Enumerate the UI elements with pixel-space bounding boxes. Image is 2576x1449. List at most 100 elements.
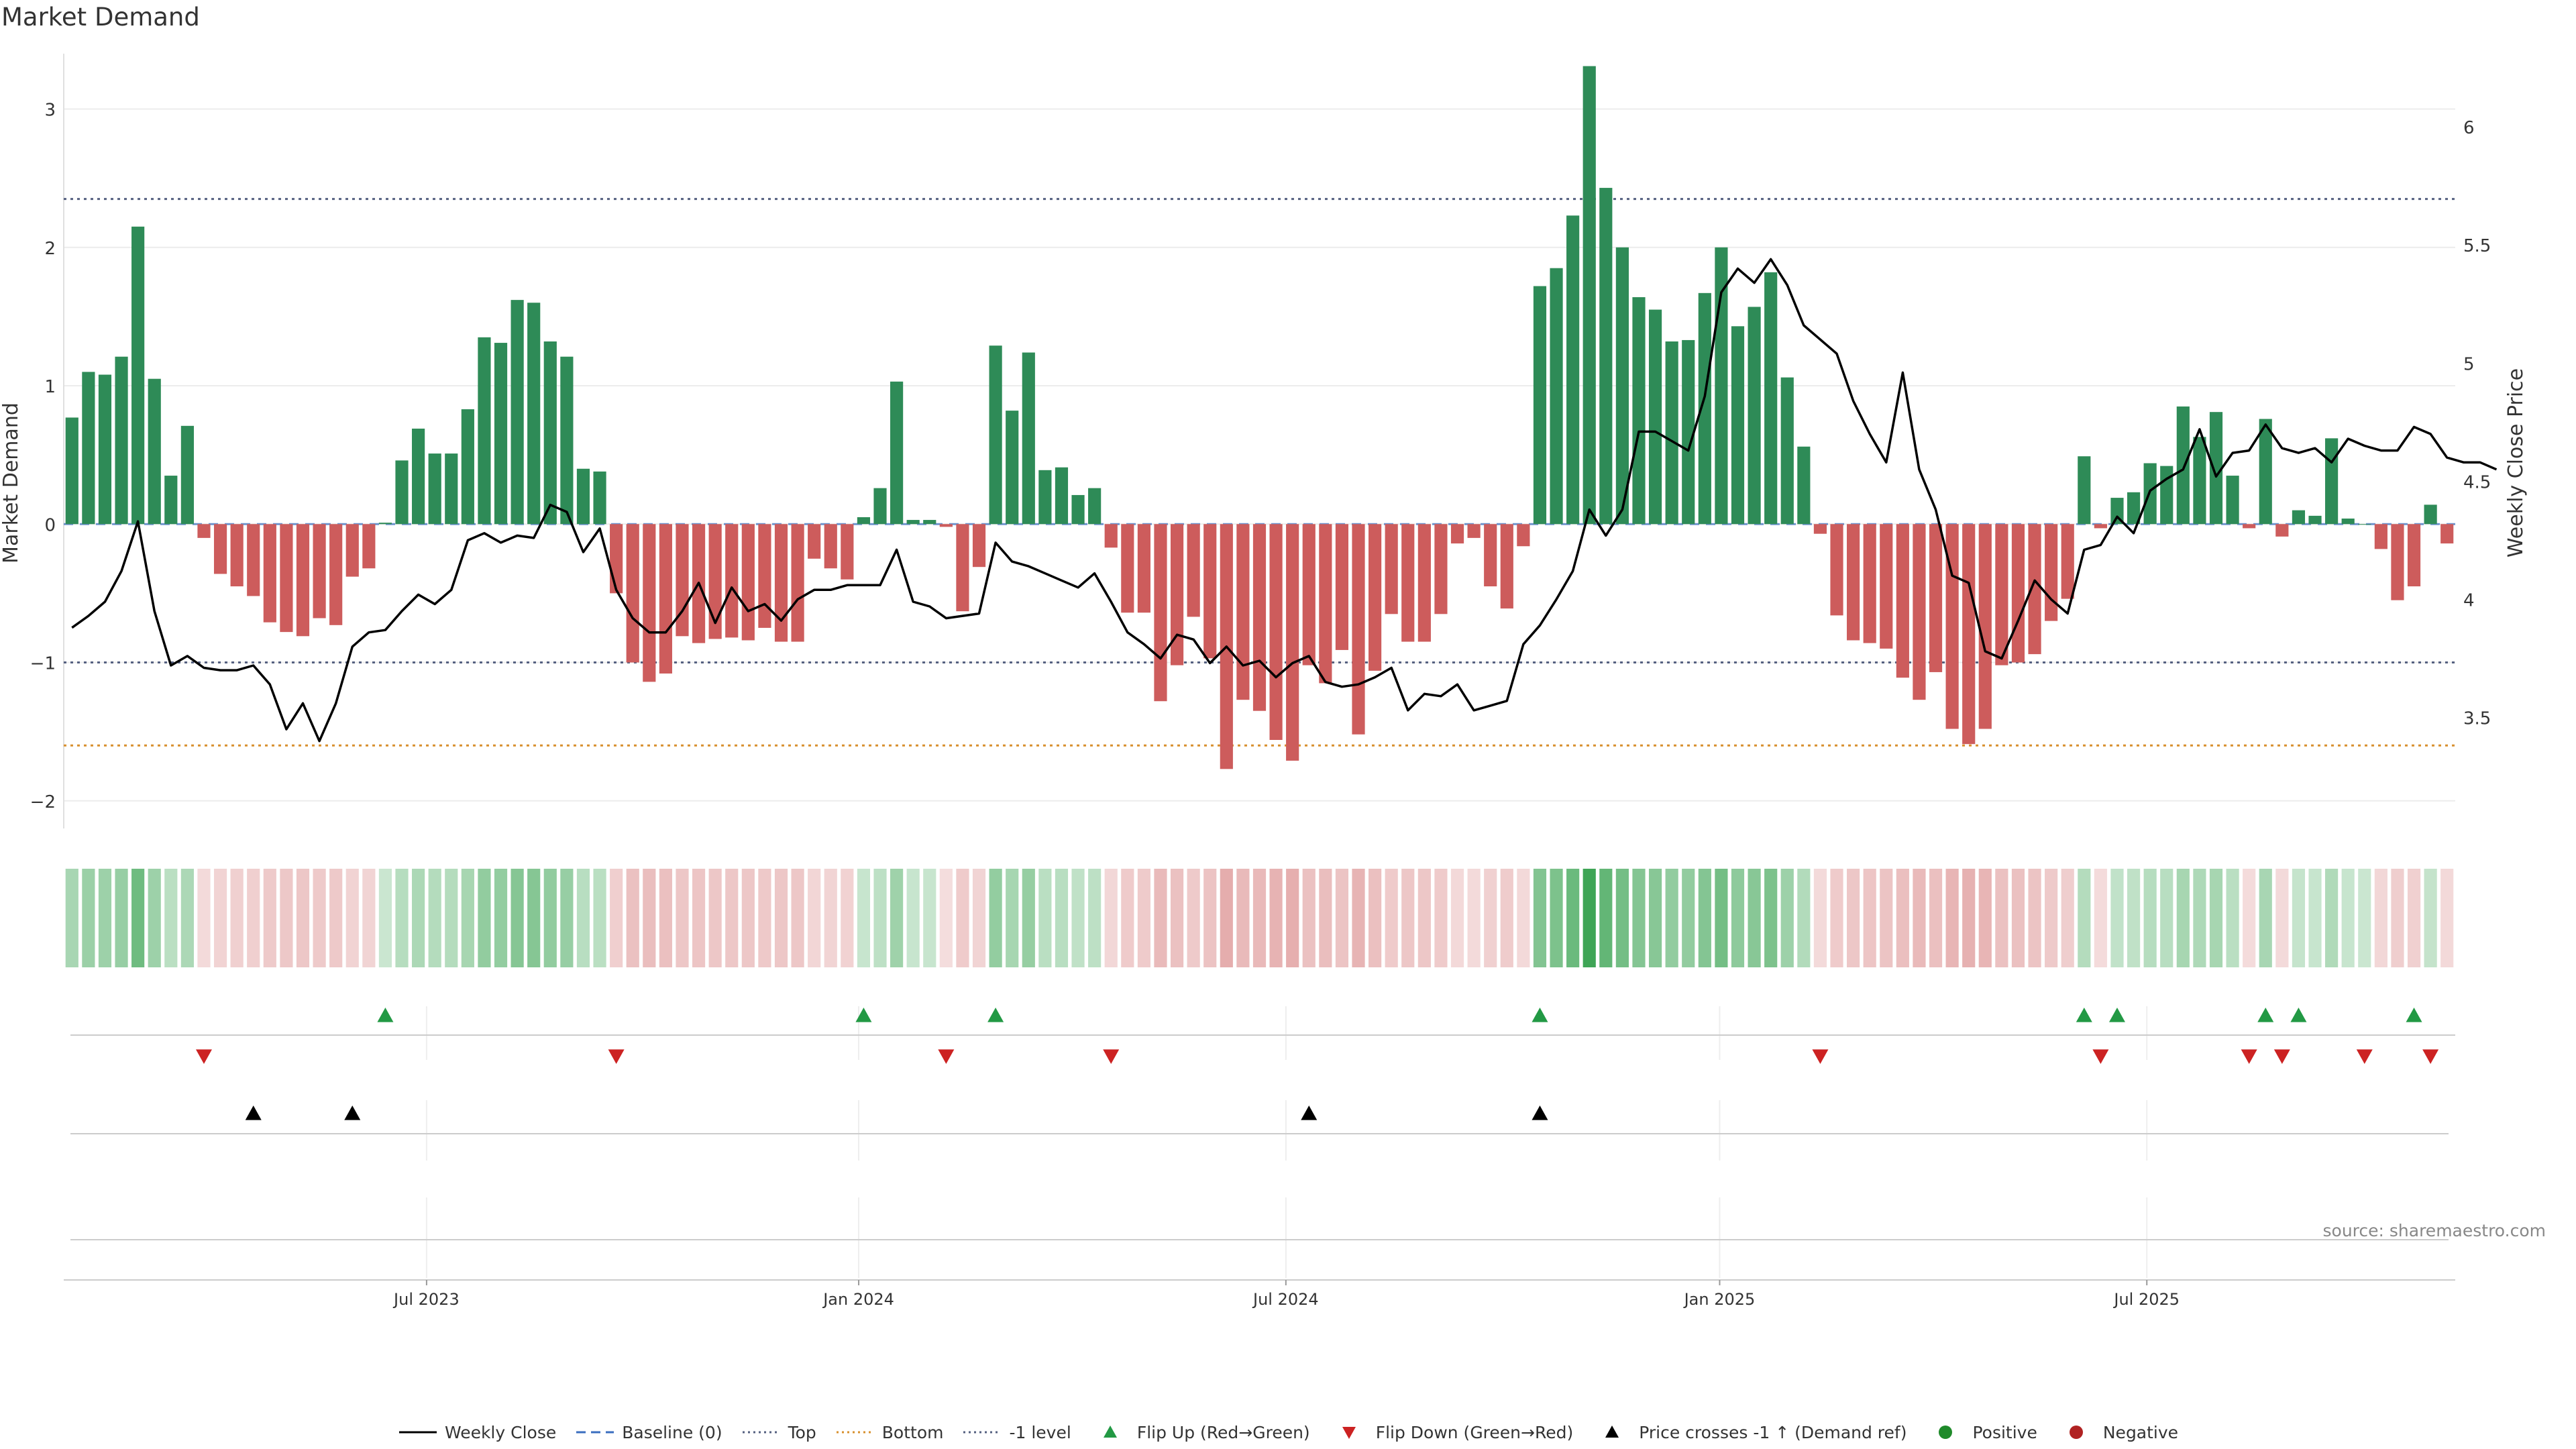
heat-cell	[2045, 869, 2058, 967]
heat-cell	[296, 869, 310, 967]
flip-up-marker	[2257, 1008, 2274, 1022]
demand-bar	[2045, 524, 2058, 621]
demand-bar	[1484, 524, 1497, 587]
x-tick-label: Jul 2024	[1252, 1290, 1319, 1309]
demand-bar	[296, 524, 310, 637]
heat-cell	[676, 869, 689, 967]
heat-cell	[1236, 869, 1250, 967]
heat-cell	[2424, 869, 2437, 967]
demand-bar	[1038, 470, 1052, 525]
heat-cell	[82, 869, 95, 967]
demand-bar	[1913, 524, 1926, 700]
heat-cell	[1863, 869, 1876, 967]
demand-bar	[808, 524, 821, 559]
demand-bar	[180, 425, 194, 525]
price-cross-marker	[1301, 1106, 1318, 1120]
chart-title: Market Demand	[1, 3, 200, 32]
heat-cell	[2209, 869, 2223, 967]
heat-cell	[1615, 869, 1629, 967]
legend-swatch	[1939, 1426, 1953, 1439]
y2-tick-label: 5.5	[2463, 236, 2491, 256]
demand-bar	[197, 524, 211, 538]
demand-bar	[1665, 341, 1678, 525]
heat-cell	[692, 869, 706, 967]
legend: Weekly Close Baseline (0) Top Bottom -1 leve…	[0, 1422, 2576, 1442]
heat-cell	[841, 869, 854, 967]
heat-cell	[494, 869, 508, 967]
demand-bar	[857, 517, 871, 525]
demand-bar	[1599, 188, 1613, 525]
demand-bar	[164, 476, 178, 525]
heat-cell	[2407, 869, 2421, 967]
heat-cell	[774, 869, 788, 967]
demand-bar	[1582, 66, 1596, 525]
heat-cell	[395, 869, 409, 967]
flip-down-marker	[2092, 1049, 2109, 1064]
demand-bar	[1269, 524, 1283, 740]
heat-cell	[725, 869, 739, 967]
flip-up-marker	[377, 1008, 394, 1022]
demand-bar	[939, 524, 953, 527]
heat-cell	[576, 869, 590, 967]
demand-bar	[923, 520, 936, 525]
heat-cell	[1006, 869, 1019, 967]
flip-markers-panel	[70, 1008, 2455, 1064]
demand-bar	[2374, 524, 2387, 549]
demand-bar	[131, 226, 145, 525]
demand-bar	[82, 372, 95, 525]
heat-cell	[1467, 869, 1481, 967]
demand-bar	[1995, 524, 2008, 665]
heat-cell	[989, 869, 1002, 967]
demand-bar	[1137, 524, 1150, 613]
demand-bar	[1170, 524, 1184, 665]
demand-bar	[148, 378, 161, 525]
demand-bar	[98, 374, 112, 525]
heat-cell	[593, 869, 606, 967]
heat-cell	[2193, 869, 2206, 967]
demand-bar	[478, 337, 491, 525]
demand-bar	[741, 524, 755, 641]
heat-cell	[1566, 869, 1580, 967]
demand-bar	[263, 524, 276, 623]
heat-cell	[1632, 869, 1646, 967]
demand-bar	[1154, 524, 1167, 702]
heat-cell	[148, 869, 161, 967]
demand-bar	[445, 453, 458, 525]
y-tick-label: −1	[30, 654, 56, 674]
legend-swatch	[576, 1431, 614, 1434]
demand-bar	[461, 409, 474, 525]
heat-cell	[643, 869, 656, 967]
legend-label: Positive	[1972, 1422, 2037, 1442]
demand-bar	[527, 303, 541, 525]
heat-cell	[2078, 869, 2091, 967]
heat-cell	[230, 869, 244, 967]
legend-swatch	[742, 1431, 780, 1434]
legend-item: Negative	[2056, 1422, 2178, 1442]
x-tick-label: Jan 2024	[822, 1290, 894, 1309]
demand-bar	[725, 524, 739, 638]
demand-bar	[1632, 297, 1646, 525]
demand-bar	[1517, 524, 1530, 547]
heat-cell	[824, 869, 837, 967]
heat-cell	[708, 869, 722, 967]
heat-cell	[1896, 869, 1909, 967]
heat-cell	[1995, 869, 2008, 967]
demand-bar	[2110, 498, 2124, 525]
demand-bar	[1022, 352, 1035, 525]
heat-cell	[2259, 869, 2272, 967]
y-tick-label: 3	[44, 101, 56, 121]
demand-bars	[65, 66, 2454, 769]
heat-cell	[1978, 869, 1992, 967]
heat-cell	[2110, 869, 2124, 967]
demand-bar	[708, 524, 722, 639]
demand-bar	[1335, 524, 1349, 650]
legend-label: Top	[788, 1422, 816, 1442]
legend-label: Bottom	[881, 1422, 944, 1442]
demand-bar	[313, 524, 326, 619]
heat-cell	[1780, 869, 1794, 967]
demand-bar	[412, 428, 425, 525]
legend-item: Flip Down (Green→Red)	[1329, 1422, 1573, 1442]
demand-bar	[956, 524, 969, 612]
demand-bar	[1764, 272, 1778, 525]
demand-bar	[1880, 524, 1893, 649]
